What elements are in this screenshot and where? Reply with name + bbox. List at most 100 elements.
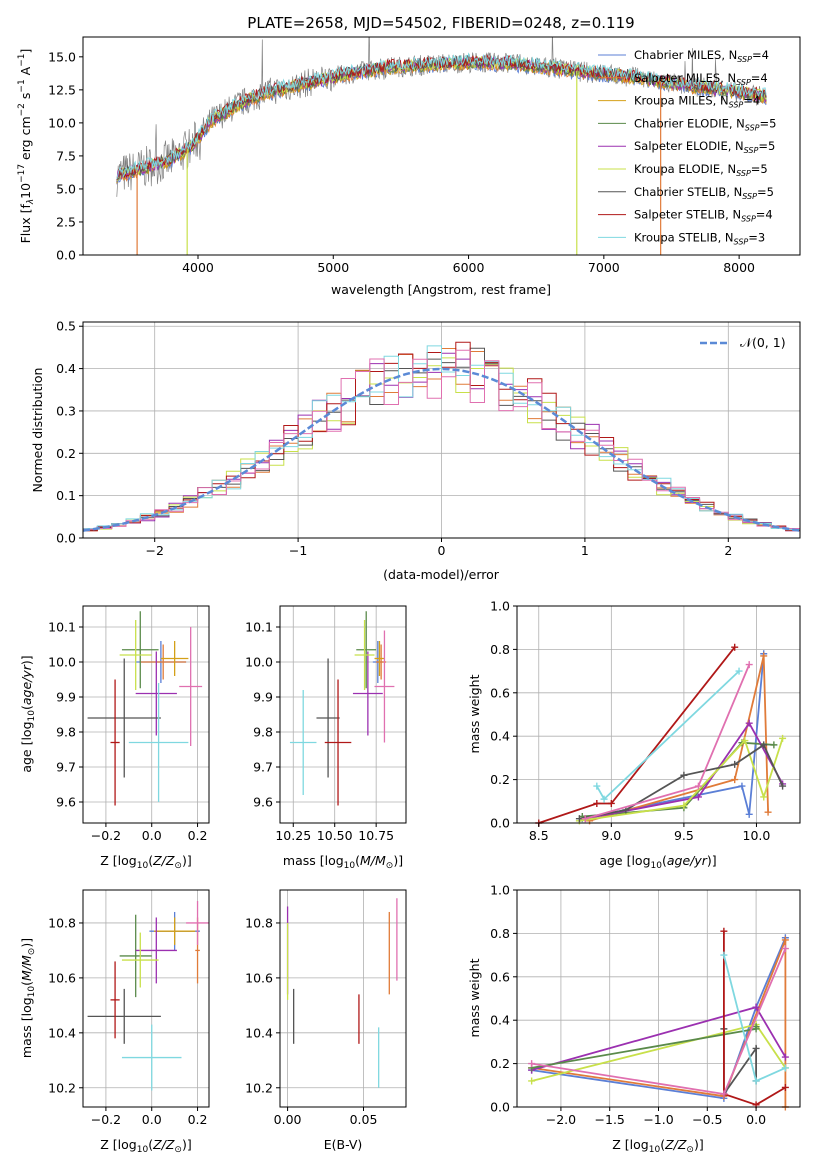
legend-entry: Chabrier STELIB, NSSP=5 <box>634 185 774 201</box>
x-tick-label: 1 <box>581 543 589 558</box>
x-tick-label: 2 <box>724 543 732 558</box>
y-tick-label: 10.6 <box>245 970 273 985</box>
y-tick-label: 10.4 <box>48 1025 76 1040</box>
weight-point <box>607 799 615 807</box>
weight-point <box>694 782 702 790</box>
model-spectrum <box>116 55 767 181</box>
y-tick-label: 0.3 <box>56 403 76 418</box>
mass-vs-z-ylabel: mass [log10(M/M⊙)] <box>19 938 37 1058</box>
weight-point <box>720 951 728 959</box>
y-tick-label: 0.4 <box>490 1013 510 1028</box>
weight-point <box>760 793 768 801</box>
weight-point <box>731 776 739 784</box>
weight-point <box>720 927 728 935</box>
weight-point <box>735 667 743 675</box>
y-tick-label: 10.4 <box>245 1025 273 1040</box>
x-tick-label: 10.0 <box>743 828 771 843</box>
weight-point <box>764 808 772 816</box>
legend-entry: Salpeter ELODIE, NSSP=5 <box>634 139 775 155</box>
y-tick-label: 1.0 <box>490 599 510 614</box>
weight-point <box>760 652 768 660</box>
y-tick-label: 0.8 <box>490 642 510 657</box>
x-tick-label: 7000 <box>588 260 620 275</box>
weight-vs-age-panel: 8.5 9.0 9.5 10.0 0.0 0.2 0.4 0.6 0.8 1.0 age [log… <box>467 599 801 871</box>
age-vs-mass-xlabel: mass [log10(M/M⊙)] <box>283 853 403 871</box>
y-tick-label: 0.0 <box>490 816 510 831</box>
weight-point <box>779 734 787 742</box>
y-tick-label: 5.0 <box>56 181 76 196</box>
mass-vs-z-xlabel: Z [log10(Z/Z⊙)] <box>100 1137 191 1155</box>
weight-point <box>752 1023 760 1031</box>
x-tick-label: 4000 <box>182 260 214 275</box>
age-vs-z-ylabel: age [log10(age/yr)] <box>19 655 37 772</box>
weight-vs-age-xlabel: age [log10(age/yr)] <box>599 853 716 871</box>
y-tick-label: 10.0 <box>48 655 76 670</box>
weight-point <box>731 643 739 651</box>
mass-vs-ebv-panel: 0.00 0.05 10.2 10.4 10.6 10.8 E(B-V) <box>245 889 407 1152</box>
weight-point <box>581 815 589 823</box>
x-tick-label: 9.0 <box>601 828 621 843</box>
y-tick-label: 9.9 <box>253 690 273 705</box>
weight-series-line <box>723 931 786 1106</box>
age-vs-z-xlabel: Z [log10(Z/Z⊙)] <box>100 853 191 871</box>
x-tick-label: 0.2 <box>188 828 208 843</box>
spectrum-xlabel: wavelength [Angstrom, rest frame] <box>331 282 551 297</box>
x-tick-label: −2.0 <box>546 1112 576 1127</box>
y-tick-label: 0.0 <box>490 1100 510 1115</box>
mass-vs-z-panel: −0.2 0.0 0.2 10.2 10.4 10.6 10.8 Z [log10(Z/Z⊙… <box>19 889 210 1155</box>
y-tick-label: 9.6 <box>253 795 273 810</box>
y-tick-label: 12.5 <box>48 82 76 97</box>
age-vs-mass-panel: 10.25 10.50 10.75 9.6 9.7 9.8 9.9 10.0 10.1 mass… <box>245 605 407 871</box>
weight-point <box>752 1077 760 1085</box>
weight-point <box>745 719 753 727</box>
y-tick-label: 10.6 <box>48 970 76 985</box>
normal-legend-label: 𝒩(0, 1) <box>740 335 786 350</box>
x-tick-label: 9.5 <box>674 828 694 843</box>
weight-series-line <box>531 937 787 1100</box>
y-tick-label: 10.8 <box>48 915 76 930</box>
y-tick-label: 0.0 <box>56 531 76 546</box>
weight-point <box>720 1090 728 1098</box>
weight-point <box>781 1064 789 1072</box>
x-tick-label: 10.25 <box>275 828 311 843</box>
x-tick-label: 0.00 <box>274 1112 302 1127</box>
y-tick-label: 0.4 <box>56 361 76 376</box>
weight-point <box>781 1053 789 1061</box>
weight-point <box>745 661 753 669</box>
y-tick-label: 0.5 <box>56 319 76 334</box>
x-tick-label: 10.50 <box>317 828 353 843</box>
x-tick-label: −0.2 <box>91 1112 121 1127</box>
x-tick-label: 0.05 <box>350 1112 378 1127</box>
x-tick-label: 8000 <box>723 260 755 275</box>
residual-ylabel: Normed distribution <box>30 368 45 493</box>
y-tick-label: 0.2 <box>490 1056 510 1071</box>
y-tick-label: 15.0 <box>48 49 76 64</box>
weight-point <box>752 1044 760 1052</box>
weight-point <box>731 760 739 768</box>
y-tick-label: 0.2 <box>56 446 76 461</box>
y-tick-label: 0.4 <box>490 729 510 744</box>
legend-entry: Chabrier ELODIE, NSSP=5 <box>634 116 776 132</box>
weight-point <box>781 945 789 953</box>
weight-point <box>694 793 702 801</box>
weight-point <box>528 1060 536 1068</box>
weight-series-line <box>538 646 736 824</box>
weight-vs-z-panel: −2.0 −1.5 −1.0 −0.5 0.0 0.0 0.2 0.4 0.6 0.8 1.0 Z … <box>467 883 801 1155</box>
weight-point <box>600 795 608 803</box>
weight-vs-age-ylabel: mass weight <box>467 674 482 753</box>
x-tick-label: −0.5 <box>692 1112 722 1127</box>
y-tick-label: 9.7 <box>253 760 273 775</box>
y-tick-label: 0.6 <box>490 685 510 700</box>
legend-entry: Salpeter STELIB, NSSP=4 <box>634 208 773 224</box>
x-tick-label: 5000 <box>317 260 349 275</box>
y-tick-label: 1.0 <box>490 883 510 898</box>
age-vs-z-panel: −0.2 0.0 0.2 9.6 9.7 9.8 9.9 10.0 10.1 Z [log10(… <box>19 605 210 871</box>
weight-series-line <box>584 664 751 820</box>
weight-point <box>745 810 753 818</box>
spectrum-panel: 4000 5000 6000 7000 8000 0.0 2.5 5.0 7.5 10.0 12.5… <box>17 36 801 297</box>
y-tick-label: 0.6 <box>490 969 510 984</box>
weight-series-line <box>582 653 765 820</box>
x-tick-label: 0.0 <box>142 1112 162 1127</box>
legend-entry: Kroupa MILES, NSSP=4 <box>634 94 760 110</box>
weight-vs-z-xlabel: Z [log10(Z/Z⊙)] <box>612 1137 703 1155</box>
